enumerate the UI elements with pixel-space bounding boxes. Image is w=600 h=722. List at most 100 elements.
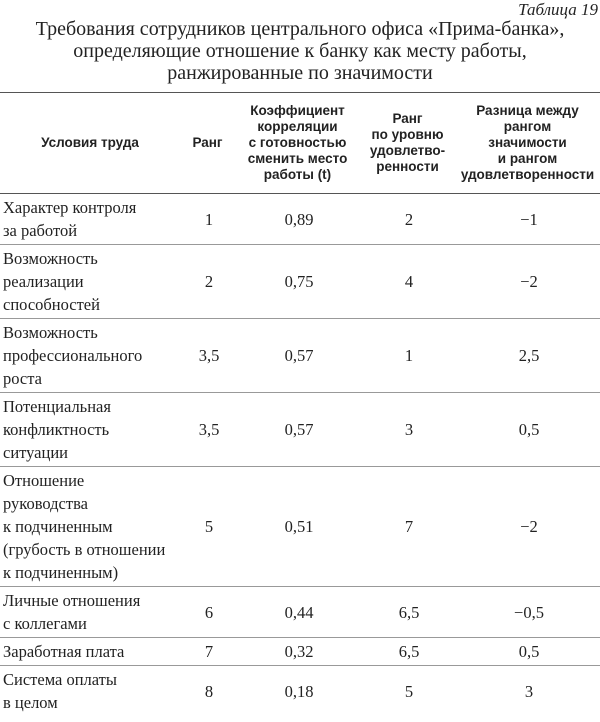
table-cell: 0,5 bbox=[455, 392, 600, 467]
cell-text: −0,5 bbox=[514, 602, 544, 622]
table-cell: 5 bbox=[180, 466, 235, 587]
cell-text: 3 bbox=[404, 420, 414, 439]
cell-text: 2 bbox=[404, 209, 414, 229]
header-text: Разница между bbox=[476, 103, 579, 118]
cell-text: 1 bbox=[204, 209, 214, 229]
table-cell: Потенциальная конфликтность ситуации bbox=[0, 392, 180, 467]
table-row: Потенциальная конфликтность ситуации 3,5 0,5… bbox=[0, 392, 600, 467]
table: Условия труда Ранг Коэффициент корреляции с … bbox=[0, 92, 600, 716]
cell-text: к подчиненным bbox=[3, 517, 113, 536]
header-text: значимости bbox=[488, 135, 567, 150]
cell-text: Личные отношения bbox=[3, 591, 141, 610]
header-text: ренности bbox=[376, 159, 439, 174]
title-line: определяющие отношение к банку как месту… bbox=[73, 40, 527, 62]
table-cell: Отношение руководства к подчиненным (грубос… bbox=[0, 466, 180, 587]
table-row: Характер контроля за работой 1 0,89 2 −1 bbox=[0, 193, 600, 245]
cell-text: 0,89 bbox=[284, 209, 314, 229]
cell-text: ситуации bbox=[3, 443, 68, 462]
cell-text: 0,44 bbox=[284, 602, 314, 622]
cell-text: 6,5 bbox=[398, 602, 420, 622]
cell-text: Возможность bbox=[3, 249, 98, 268]
table-cell: Характер контроля за работой bbox=[0, 193, 180, 245]
table-cell: −1 bbox=[455, 193, 600, 245]
header-cell: Ранг по уровню удовлетво-ренности bbox=[360, 92, 455, 194]
table-cell: 0,75 bbox=[235, 244, 360, 319]
table-cell: Заработная плата bbox=[0, 637, 180, 666]
table-cell: 0,57 bbox=[235, 318, 360, 393]
table-cell: Личные отношения с коллегами bbox=[0, 586, 180, 638]
table-row: Личные отношения с коллегами 6 0,44 6,5 −0,5 bbox=[0, 586, 600, 638]
table-row: Возможность профессионального роста 3,5 0,57… bbox=[0, 318, 600, 393]
table-row: Возможность реализации способностей 2 0,75 4 −… bbox=[0, 244, 600, 319]
cell-text: 0,57 bbox=[284, 346, 314, 365]
header-text: рангом bbox=[503, 119, 552, 134]
cell-text: −2 bbox=[520, 272, 538, 291]
table-cell: 0,44 bbox=[235, 586, 360, 638]
cell-text: Характер контроля bbox=[3, 198, 137, 217]
table-cell: 2,5 bbox=[455, 318, 600, 393]
header-text: Коэффициент bbox=[250, 103, 345, 118]
table-cell: 0,32 bbox=[235, 637, 360, 666]
table-cell: 8 bbox=[180, 666, 235, 717]
cell-text: 8 bbox=[204, 681, 214, 701]
table-cell: 4 bbox=[360, 244, 455, 319]
table-body: Характер контроля за работой 1 0,89 2 −1 Возмо… bbox=[0, 193, 600, 717]
table-row: Отношение руководства к подчиненным (грубос… bbox=[0, 466, 600, 587]
table-title: Требования сотрудников центрального офис… bbox=[0, 18, 600, 84]
table-cell: 0,5 bbox=[455, 637, 600, 666]
cell-text: 3,5 bbox=[198, 420, 220, 439]
table-cell: 6 bbox=[180, 586, 235, 638]
table-cell: 2 bbox=[360, 193, 455, 245]
table-cell: −2 bbox=[455, 466, 600, 587]
cell-text: Отношение bbox=[3, 471, 85, 490]
cell-text: −2 bbox=[520, 517, 538, 536]
cell-text: 3 bbox=[524, 681, 534, 701]
cell-text: 0,5 bbox=[518, 642, 540, 661]
cell-text: 0,57 bbox=[284, 420, 314, 439]
table-cell: Система оплаты в целом bbox=[0, 666, 180, 717]
cell-text: 5 bbox=[404, 681, 414, 701]
header-cell: Ранг bbox=[180, 92, 235, 194]
cell-text: 6,5 bbox=[398, 642, 420, 661]
cell-text: реализации bbox=[3, 272, 84, 291]
cell-text: с коллегами bbox=[3, 614, 87, 633]
cell-text: (грубость в отношении bbox=[3, 540, 166, 559]
cell-text: 0,5 bbox=[518, 420, 540, 439]
cell-text: руководства bbox=[3, 494, 88, 513]
cell-text: 1 bbox=[404, 346, 414, 365]
cell-text: к подчиненным) bbox=[3, 563, 119, 582]
table-cell: 5 bbox=[360, 666, 455, 717]
header-cell: Условия труда bbox=[0, 92, 180, 194]
cell-text: 0,18 bbox=[284, 681, 314, 701]
table-cell: 0,89 bbox=[235, 193, 360, 245]
table-cell: −0,5 bbox=[455, 586, 600, 638]
table-cell: 1 bbox=[180, 193, 235, 245]
cell-text: конфликтность bbox=[3, 420, 110, 439]
cell-text: в целом bbox=[3, 693, 58, 712]
cell-text: 6 bbox=[204, 602, 214, 622]
table-cell: Возможность реализации способностей bbox=[0, 244, 180, 319]
table-cell: 7 bbox=[360, 466, 455, 587]
header-text: с готовностью bbox=[248, 135, 347, 150]
title-line: Требования сотрудников центрального офис… bbox=[35, 18, 565, 40]
cell-text: 0,32 bbox=[284, 642, 314, 661]
cell-text: 4 bbox=[404, 272, 414, 291]
table-row: Заработная плата 7 0,32 6,5 0,5 bbox=[0, 637, 600, 666]
header-text: корреляции bbox=[257, 119, 338, 134]
cell-text: 5 bbox=[204, 517, 214, 536]
cell-text: 0,75 bbox=[284, 272, 314, 291]
cell-text: 2 bbox=[204, 272, 214, 291]
cell-text: Заработная плата bbox=[3, 642, 125, 661]
header-row: Условия труда Ранг Коэффициент корреляции с … bbox=[0, 92, 600, 194]
header-text: по уровню bbox=[371, 127, 444, 142]
table-cell: −2 bbox=[455, 244, 600, 319]
table-cell: 0,51 bbox=[235, 466, 360, 587]
header-text: сменить место bbox=[247, 151, 348, 166]
title-line: ранжированные по значимости bbox=[167, 62, 433, 84]
cell-text: 2,5 bbox=[518, 346, 540, 365]
table-cell: 3,5 bbox=[180, 318, 235, 393]
table-cell: 2 bbox=[180, 244, 235, 319]
table-cell: 7 bbox=[180, 637, 235, 666]
cell-text: Возможность bbox=[3, 323, 98, 342]
